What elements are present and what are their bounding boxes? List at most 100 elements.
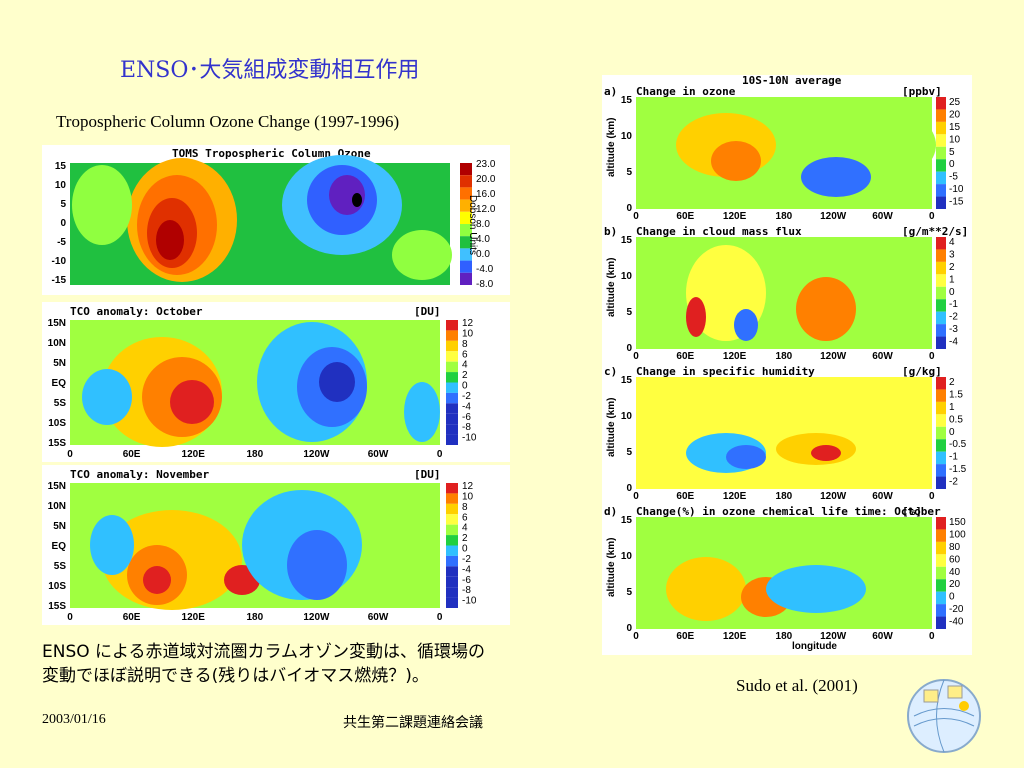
y-tick-label: 15 bbox=[621, 375, 633, 386]
colorbar-swatch bbox=[936, 274, 946, 287]
colorbar-label: 2 bbox=[462, 533, 468, 544]
colorbar-label: 12 bbox=[462, 318, 474, 329]
colorbar-label: -4 bbox=[462, 401, 471, 412]
colorbar-swatch bbox=[936, 336, 946, 349]
colorbar-label: 60 bbox=[949, 554, 961, 565]
colorbar-label: -6 bbox=[462, 575, 471, 586]
colorbar-label: -0.5 bbox=[949, 439, 967, 450]
y-tick-label: 0 bbox=[626, 343, 632, 354]
colorbar-label: 0 bbox=[462, 381, 468, 392]
globe-logo-icon bbox=[907, 679, 981, 753]
y-tick-label: 15 bbox=[621, 515, 633, 526]
x-tick-label: 0 bbox=[929, 491, 935, 502]
right-header: 10S-10N average bbox=[742, 75, 842, 87]
colorbar-label: 0 bbox=[462, 544, 468, 555]
colorbar-swatch bbox=[460, 248, 472, 261]
colorbar-label: -2 bbox=[949, 477, 958, 488]
colorbar-label: -10 bbox=[949, 184, 964, 195]
panel-unit: [%] bbox=[902, 505, 922, 518]
colorbar-swatch bbox=[936, 324, 946, 337]
colorbar-label: -10 bbox=[462, 596, 477, 607]
colorbar-label: 10 bbox=[462, 491, 474, 502]
colorbar-label: -20 bbox=[949, 604, 964, 615]
colorbar-swatch bbox=[936, 171, 946, 185]
colorbar-label: 2 bbox=[462, 370, 468, 381]
colorbar-swatch bbox=[936, 566, 946, 580]
colorbar-swatch bbox=[936, 237, 946, 250]
colorbar-label: 10 bbox=[462, 328, 474, 339]
left-caption: Tropospheric Column Ozone Change (1997-1… bbox=[56, 112, 400, 131]
x-tick-label: 180 bbox=[776, 351, 793, 362]
y-tick-label: 10 bbox=[621, 271, 633, 282]
panel-unit: [ppbv] bbox=[902, 85, 942, 98]
panel-unit: [g/m**2/s] bbox=[902, 225, 968, 238]
x-tick-label: 120E bbox=[723, 211, 747, 222]
x-tick-label: 180 bbox=[776, 211, 793, 222]
colorbar-swatch bbox=[446, 597, 458, 608]
x-tick-label: 60W bbox=[872, 491, 893, 502]
panel-c: c) Change in specific humidity [g/kg]15105… bbox=[604, 365, 967, 502]
colorbar-swatch bbox=[460, 199, 472, 212]
colorbar-swatch bbox=[936, 541, 946, 555]
colorbar-swatch bbox=[936, 476, 946, 489]
y-tick-label: 15N bbox=[48, 481, 66, 492]
colorbar-swatch bbox=[446, 555, 458, 567]
colorbar-swatch bbox=[446, 434, 458, 445]
colorbar-swatch bbox=[936, 134, 946, 147]
colorbar-swatch bbox=[936, 377, 946, 390]
x-tick-label: 0 bbox=[437, 612, 443, 623]
colorbar-label: -1 bbox=[949, 452, 958, 463]
colorbar-label: 4.0 bbox=[476, 234, 490, 245]
x-tick-label: 0 bbox=[929, 351, 935, 362]
toms-panel: TOMS Tropospheric Column Ozone 15 10 5 0 -5 -… bbox=[42, 145, 510, 295]
colorbar-swatch bbox=[460, 175, 472, 188]
panel-letter: c) bbox=[604, 365, 617, 378]
tco-november-figure: TCO anomaly: November [DU] 15N 10N 5N EQ 5S 1… bbox=[48, 468, 477, 623]
panel-letter: b) bbox=[604, 225, 617, 238]
x-tick-label: 60E bbox=[676, 351, 694, 362]
y-tick-label: 15 bbox=[621, 95, 633, 106]
citation: Sudo et al. (2001) bbox=[736, 676, 858, 695]
y-tick-label: 5 bbox=[626, 307, 632, 318]
tco-october-figure: TCO anomaly: October [DU] 15N 10N 5N EQ 5S 10… bbox=[48, 305, 477, 460]
y-tick-label: 5S bbox=[54, 398, 67, 409]
colorbar-swatch bbox=[936, 97, 946, 110]
x-tick-label: 180 bbox=[776, 491, 793, 502]
colorbar-units: Dobson Units bbox=[467, 195, 478, 255]
colorbar-swatch bbox=[460, 224, 472, 237]
y-tick-label: 5S bbox=[54, 561, 67, 572]
x-tick-label: 60E bbox=[123, 449, 141, 460]
colorbar-swatch bbox=[936, 196, 946, 209]
colorbar-label: 12.0 bbox=[476, 204, 496, 215]
colorbar-swatch bbox=[936, 261, 946, 275]
colorbar-label: 23.0 bbox=[476, 159, 496, 170]
colorbar-label: 25 bbox=[949, 97, 961, 108]
colorbar-swatch bbox=[446, 413, 458, 425]
colorbar-label: 4 bbox=[949, 237, 955, 248]
colorbar-label: 16.0 bbox=[476, 189, 496, 200]
colorbar-label: 15 bbox=[949, 122, 961, 133]
y-tick-label: 10N bbox=[48, 501, 66, 512]
y-tick-label: EQ bbox=[52, 541, 67, 552]
colorbar-label: -2 bbox=[462, 554, 471, 565]
tco-october-panel: TCO anomaly: October [DU] 15N 10N 5N EQ 5S 10… bbox=[42, 302, 510, 462]
x-tick-label: 180 bbox=[776, 631, 793, 642]
colorbar-label: 4 bbox=[462, 523, 468, 534]
colorbar-swatch bbox=[936, 184, 946, 197]
footer-date: 2003/01/16 bbox=[42, 712, 106, 727]
x-tick-label: 60E bbox=[676, 491, 694, 502]
colorbar-swatch bbox=[936, 517, 946, 530]
y-tick-label: 0 bbox=[626, 203, 632, 214]
colorbar-swatch bbox=[936, 249, 946, 262]
colorbar-label: 6 bbox=[462, 349, 468, 360]
y-axis-label: altitude (km) bbox=[606, 398, 617, 457]
y-tick-label: 10 bbox=[621, 411, 633, 422]
colorbar-swatch bbox=[446, 566, 458, 577]
colorbar-label: 8 bbox=[462, 339, 468, 350]
colorbar-label: 20.0 bbox=[476, 174, 496, 185]
y-tick-label: 15S bbox=[48, 601, 66, 612]
panel-title: Change in ozone bbox=[636, 85, 736, 98]
plot-area bbox=[636, 237, 932, 349]
x-tick-label: 60W bbox=[368, 449, 389, 460]
